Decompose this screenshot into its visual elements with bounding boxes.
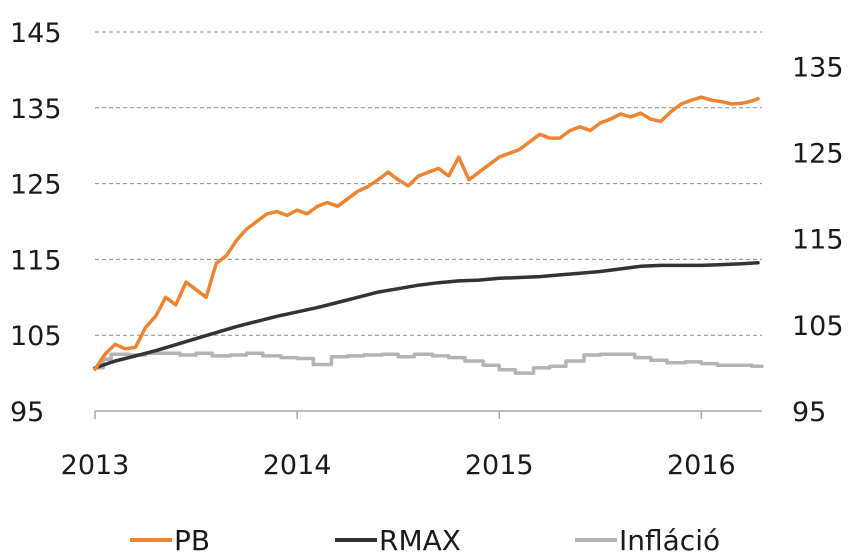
x-axis-ticks: 2013 2014 2015 2016 [61,411,736,481]
legend: PB RMAX Infláció [130,524,720,557]
series-line-rmax [93,261,760,370]
series-line-infl-ci- [93,351,764,375]
y-right-tick-label: 95 [792,397,826,428]
x-tick-label: 2014 [263,450,332,481]
legend-label: RMAX [379,524,461,557]
x-tick-label: 2016 [667,450,736,481]
y-right-tick-label: 125 [792,139,844,170]
y-axis-right: 135 125 115 105 95 [792,52,844,428]
y-left-tick-label: 115 [10,245,62,276]
y-left-tick-label: 125 [10,170,62,201]
series-line-pb [93,95,760,372]
y-right-tick-label: 135 [792,52,844,83]
gridlines [95,31,762,336]
legend-label: Infláció [619,524,720,557]
y-right-tick-label: 105 [792,311,844,342]
y-left-tick-label: 145 [10,18,62,49]
y-left-tick-label: 95 [10,397,44,428]
x-tick-label: 2013 [61,450,130,481]
legend-label: PB [174,524,210,557]
x-tick-label: 2015 [465,450,534,481]
y-axis-left: 145 135 125 115 105 95 [10,18,62,428]
y-left-tick-label: 105 [10,321,62,352]
y-left-tick-label: 135 [10,94,62,125]
y-right-tick-label: 115 [792,225,844,256]
series-lines [93,95,764,375]
